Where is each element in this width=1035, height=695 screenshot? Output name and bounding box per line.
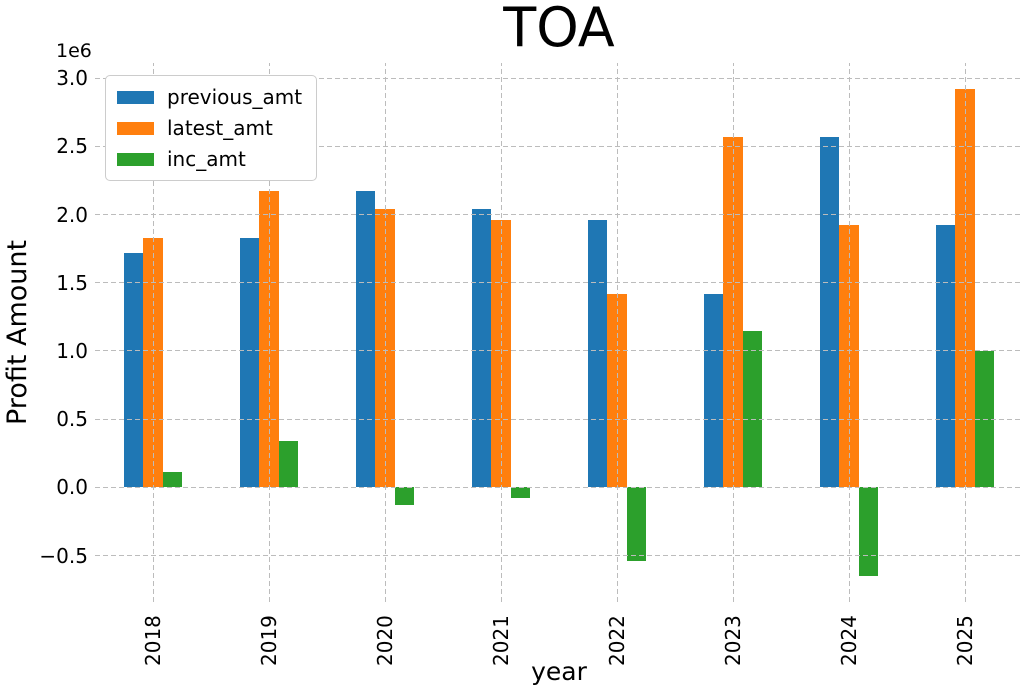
h-gridline-0.5 — [95, 418, 1023, 420]
bar-previous_amt-2023 — [704, 293, 724, 488]
bar-previous_amt-2025 — [936, 225, 956, 488]
legend-item-inc_amt: inc_amt — [117, 147, 302, 171]
xtick-label-2021: 2021 — [489, 615, 513, 666]
bar-previous_amt-2020 — [356, 191, 376, 488]
bar-inc_amt-2023 — [742, 330, 762, 488]
xtick-label-2023: 2023 — [721, 615, 745, 666]
bar-inc_amt-2020 — [394, 487, 414, 506]
ytick-label-0.0: 0.0 — [56, 475, 88, 500]
v-gridline-2020 — [384, 63, 386, 602]
v-gridline-2019 — [268, 63, 270, 602]
legend-label-latest_amt: latest_amt — [167, 116, 273, 140]
v-gridline-2025 — [964, 63, 966, 602]
h-gridline-2.0 — [95, 214, 1023, 215]
bar-previous_amt-2018 — [124, 252, 144, 488]
legend-swatch-inc_amt — [117, 152, 154, 166]
legend-swatch-previous_amt — [117, 90, 154, 104]
h-gridline-1.5 — [95, 282, 1023, 284]
xtick-label-2025: 2025 — [953, 615, 977, 666]
legend-item-previous_amt: previous_amt — [117, 85, 302, 109]
bar-inc_amt-2019 — [278, 441, 298, 488]
bar-inc_amt-2022 — [626, 487, 646, 562]
v-gridline-2024 — [848, 63, 850, 602]
bar-inc_amt-2018 — [162, 472, 182, 488]
legend-label-inc_amt: inc_amt — [167, 147, 246, 171]
ytick-label-3.0: 3.0 — [56, 66, 88, 90]
xtick-label-2019: 2019 — [257, 615, 281, 666]
legend-item-latest_amt: latest_amt — [117, 116, 302, 140]
xtick-label-2022: 2022 — [605, 615, 629, 666]
v-gridline-2023 — [732, 63, 734, 602]
h-gridline-−0.5 — [95, 555, 1023, 557]
v-gridline-2021 — [500, 63, 502, 602]
h-gridline-1.0 — [95, 350, 1023, 352]
h-gridline-0.0 — [95, 486, 1023, 488]
h-gridline-2.5 — [95, 145, 1023, 147]
xtick-label-2024: 2024 — [837, 615, 861, 666]
bar-inc_amt-2024 — [858, 487, 878, 577]
legend-label-previous_amt: previous_amt — [167, 85, 303, 109]
legend: previous_amt latest_amt inc_amt — [105, 75, 318, 181]
ytick-label-0.5: 0.5 — [56, 407, 88, 432]
h-gridline-3.0 — [95, 77, 1023, 79]
ytick-label-1.5: 1.5 — [56, 270, 88, 295]
v-gridline-2018 — [152, 63, 154, 602]
bar-previous_amt-2019 — [240, 237, 260, 488]
ytick-label-2.5: 2.5 — [56, 134, 88, 159]
chart-title: TOA — [503, 0, 615, 59]
ytick-label-−0.5: −0.5 — [39, 543, 88, 568]
v-gridline-2022 — [616, 63, 618, 602]
y-axis-offset-label: 1e6 — [56, 40, 92, 62]
xtick-label-2020: 2020 — [373, 615, 397, 666]
legend-swatch-latest_amt — [117, 121, 154, 135]
bar-inc_amt-2021 — [510, 487, 530, 499]
ytick-label-2.0: 2.0 — [56, 202, 88, 227]
ytick-label-1.0: 1.0 — [56, 338, 88, 363]
bar-previous_amt-2024 — [820, 136, 840, 488]
x-axis-label: year — [531, 657, 587, 686]
xtick-label-2018: 2018 — [141, 615, 165, 666]
bar-previous_amt-2021 — [472, 209, 492, 488]
bar-previous_amt-2022 — [588, 219, 608, 488]
